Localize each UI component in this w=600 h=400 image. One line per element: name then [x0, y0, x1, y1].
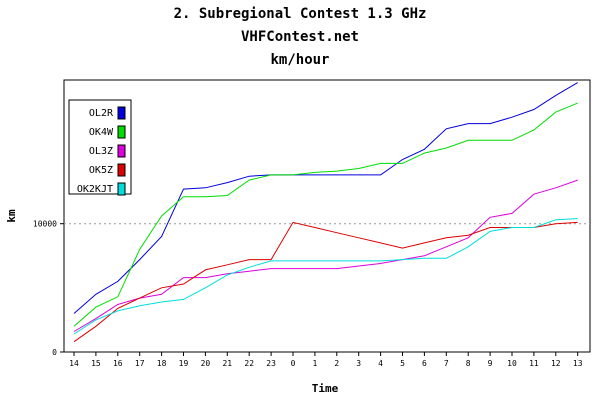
series-line-ok4w: [73, 102, 578, 327]
x-tick-label: 18: [157, 359, 167, 368]
x-tick-label: 6: [422, 359, 427, 368]
x-tick-label: 13: [573, 359, 583, 368]
legend-swatch: [117, 182, 126, 196]
x-tick-label: 11: [529, 359, 539, 368]
series-line-ok5z: [73, 221, 578, 343]
x-tick-label: 1: [312, 359, 317, 368]
x-tick-label: 21: [222, 359, 232, 368]
x-tick-label: 10: [507, 359, 517, 368]
x-tick-label: 17: [135, 359, 145, 368]
x-axis-title: Time: [312, 382, 339, 395]
x-tick-label: 22: [244, 359, 254, 368]
x-tick-label: 4: [378, 359, 383, 368]
legend-swatch: [117, 163, 126, 177]
legend-swatch: [117, 125, 126, 139]
plot-frame: [63, 79, 591, 353]
x-tick-label: 16: [113, 359, 123, 368]
legend-label: OK5Z: [89, 165, 113, 176]
y-axis-title: km: [5, 209, 18, 223]
x-axis-ticks: 14 15 16 17 18 19 20 21 22 23 0 1 2 3 4 5 6 7 8 9 10 11 12 13: [69, 352, 583, 368]
series-line-ok2kjt: [73, 218, 578, 335]
x-tick-label: 2: [334, 359, 339, 368]
x-tick-label: 15: [91, 359, 101, 368]
chart-subtitle: VHFContest.net: [240, 29, 359, 45]
legend-label: OL2R: [89, 108, 114, 119]
x-tick-label: 8: [466, 359, 471, 368]
x-tick-label: 19: [179, 359, 189, 368]
x-tick-label: 5: [400, 359, 405, 368]
x-tick-label: 20: [201, 359, 211, 368]
series-line-ol3z: [73, 179, 578, 332]
legend-label: OK2KJT: [77, 184, 113, 195]
legend-swatch: [117, 106, 126, 120]
x-tick-label: 9: [488, 359, 493, 368]
x-tick-label: 7: [444, 359, 449, 368]
legend-swatch: [117, 144, 126, 158]
chart-subtitle-units: km/hour: [270, 52, 330, 68]
y-tick-label: 0: [52, 348, 57, 357]
legend: OL2R OK4W OL3Z OK5Z OK2KJT: [68, 99, 132, 196]
x-tick-label: 23: [266, 359, 276, 368]
series-line-ol2r: [73, 82, 578, 314]
chart-title: 2. Subregional Contest 1.3 GHz: [173, 6, 427, 22]
y-tick-label: 10000: [33, 220, 57, 229]
y-axis-ticks: 0 10000: [33, 220, 64, 357]
x-tick-label: 14: [69, 359, 79, 368]
x-tick-label: 3: [356, 359, 361, 368]
legend-label: OK4W: [89, 127, 114, 138]
legend-label: OL3Z: [89, 146, 113, 157]
series-lines: [73, 82, 578, 343]
x-tick-label: 12: [551, 359, 561, 368]
x-tick-label: 0: [291, 359, 296, 368]
